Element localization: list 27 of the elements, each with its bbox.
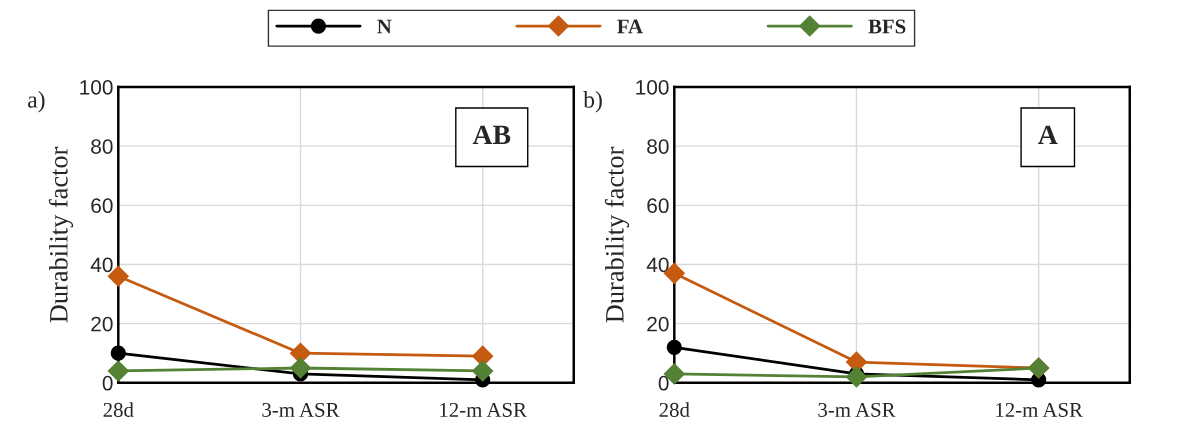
y-tick-label: 0 [658,375,669,391]
y-tick-label: 100 [636,80,669,95]
annotation: AB [472,125,511,145]
y-tick-label: 80 [91,139,113,154]
legend-label: FA [617,19,643,34]
y-tick-label: 40 [90,257,113,273]
x-tick-label: 12-m ASR [440,402,527,417]
x-tick-label: 3-m ASR [818,402,896,417]
y-tick-label: 100 [80,80,113,95]
legend-label: BFS [868,19,906,34]
chart-title: a) [28,91,45,113]
annotation: A [1038,125,1058,144]
y-tick-label: 60 [91,198,113,214]
y-tick-label: 80 [647,139,669,154]
y-axis-title: Durability factor [604,146,630,323]
y-axis-title: Durability factor [48,146,74,323]
y-tick-label: 20 [91,316,113,332]
y-tick-label: 0 [102,375,113,391]
x-tick-label: 3-m ASR [262,402,340,417]
x-tick-label: 28d [103,402,134,417]
legend-label: N [377,19,392,34]
chart-title: b) [583,91,602,113]
y-tick-label: 60 [647,198,669,214]
y-tick-label: 40 [646,257,669,273]
y-tick-label: 20 [647,316,669,332]
x-tick-label: 28d [659,402,690,417]
x-tick-label: 12-m ASR [996,402,1083,417]
